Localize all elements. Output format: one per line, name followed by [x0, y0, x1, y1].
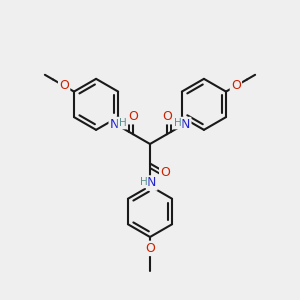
- Text: H: H: [174, 118, 181, 128]
- Text: H: H: [119, 118, 126, 128]
- Text: H: H: [140, 177, 147, 187]
- Text: O: O: [160, 166, 170, 179]
- Text: O: O: [128, 110, 138, 123]
- Text: O: O: [231, 80, 241, 92]
- Text: O: O: [145, 242, 155, 255]
- Text: N: N: [181, 118, 190, 131]
- Text: O: O: [162, 110, 172, 123]
- Text: N: N: [110, 118, 119, 131]
- Text: N: N: [147, 176, 157, 190]
- Text: O: O: [59, 80, 69, 92]
